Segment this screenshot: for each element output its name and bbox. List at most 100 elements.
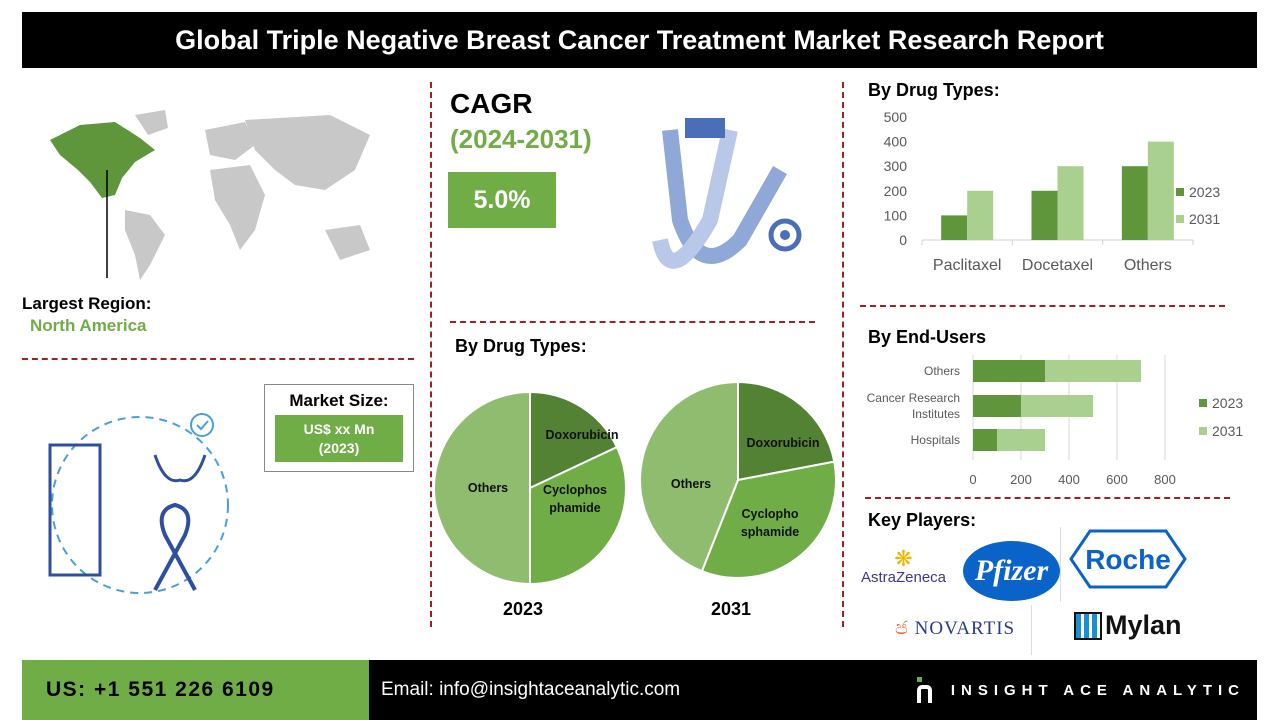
divider (450, 321, 815, 323)
bar-2031 (1021, 395, 1093, 417)
end-users-bar-chart: 0 200 400 600 800 Others Cancer Research Instit… (867, 355, 1243, 487)
brand: INSIGHT ACE ANALYTIC (916, 660, 1245, 720)
breast-exam-icon (48, 413, 229, 594)
novartis-logo: ජ NOVARTIS (895, 618, 1016, 639)
largest-region-value: North America (30, 316, 147, 335)
bar-2031 (1057, 166, 1084, 240)
pie-label: Doxorubicin (546, 428, 619, 442)
legend-label: 2031 (1212, 423, 1243, 439)
page-title: Global Triple Negative Breast Cancer Tre… (22, 12, 1257, 68)
divider (1031, 605, 1032, 655)
pie-label: Cyclophos (543, 483, 607, 497)
cagr-label: CAGR (450, 88, 533, 119)
legend-swatch (1176, 215, 1184, 223)
bar-2031 (997, 429, 1045, 451)
australia (325, 225, 370, 260)
x-tick-label: Docetaxel (1022, 257, 1093, 274)
roche-logo: Roche (1069, 529, 1187, 589)
end-users-title: By End-Users (868, 327, 987, 347)
astrazeneca-logo: ❋ AstraZeneca (856, 546, 951, 587)
pie-section-title: By Drug Types: (455, 336, 587, 356)
legend-swatch (1199, 399, 1207, 407)
legend-swatch (1199, 427, 1207, 435)
pie-slice-others (433, 390, 531, 586)
bar-2023 (973, 429, 997, 451)
y-tick-label: Cancer Research (867, 391, 960, 405)
footer-bar: Email: info@insightaceanalytic.com INSIG… (369, 660, 1257, 720)
cagr-period: (2024-2031) (450, 124, 592, 154)
pie-label: sphamide (741, 525, 799, 539)
pie-label: Others (468, 481, 508, 495)
legend-label: 2031 (1189, 211, 1220, 227)
pie-slice-cyclophos-phamide (529, 445, 627, 586)
bar-2023 (1031, 190, 1058, 240)
bar-2031 (1147, 141, 1174, 240)
x-tick-label: Paclitaxel (933, 257, 1001, 274)
footer-email[interactable]: Email: info@insightaceanalytic.com (381, 679, 681, 700)
bar-2023 (973, 360, 1045, 382)
drug-type-pie-charts: DoxorubicinCyclophosphamideOthers2023Dox… (433, 380, 837, 619)
x-tick-label: 0 (969, 472, 976, 487)
x-tick-label: 800 (1154, 472, 1176, 487)
drug-type-bar-chart: 0 100 200 300 400 500 Paclitaxel Docetaxel Other… (884, 109, 1221, 274)
y-tick-label: Institutes (912, 407, 960, 421)
y-tick-label: 100 (884, 207, 908, 223)
astrazeneca-symbol-icon: ❋ (894, 546, 913, 571)
market-size-value: US$ xx Mn (2023) (275, 415, 403, 462)
divider (1060, 527, 1061, 602)
mylan-logo: Mylan (1074, 610, 1182, 641)
key-players-title: Key Players: (868, 510, 977, 530)
market-size-box: Market Size: US$ xx Mn (2023) (264, 384, 414, 472)
novartis-flame-icon: ජ (895, 618, 909, 639)
y-tick-label: 500 (884, 109, 908, 125)
y-tick-label: 400 (884, 134, 908, 150)
svg-text:Roche: Roche (1085, 544, 1171, 575)
y-tick-label: 200 (884, 183, 908, 199)
legend-swatch (1176, 188, 1184, 196)
market-size-amount: US$ xx Mn (303, 421, 375, 437)
bar-2023 (941, 215, 968, 240)
bar-2023 (1121, 166, 1148, 240)
bar-2031 (967, 190, 994, 240)
pie-label: Others (671, 477, 711, 491)
bar-2023 (973, 395, 1021, 417)
bar-2031 (1045, 360, 1141, 382)
pie-label: Cyclopho (742, 507, 799, 521)
divider (842, 82, 844, 627)
cagr-value: 5.0% (448, 172, 556, 228)
divider (865, 497, 1230, 499)
x-tick-label: 400 (1058, 472, 1080, 487)
north-america (50, 122, 155, 198)
pie-label: phamide (549, 501, 600, 515)
market-size-label: Market Size: (289, 391, 389, 410)
legend-label: 2023 (1212, 395, 1243, 411)
pie-year-label: 2023 (503, 599, 543, 619)
africa (210, 165, 265, 250)
asia (245, 115, 370, 190)
x-tick-label: 600 (1106, 472, 1128, 487)
stethoscope-ribbon-icon (652, 118, 802, 269)
pfizer-logo: Pfizer (963, 541, 1060, 601)
x-tick-label: 200 (1010, 472, 1032, 487)
mylan-symbol-icon (1074, 611, 1102, 640)
divider (860, 305, 1225, 307)
pie-slice-doxorubicin (737, 380, 836, 482)
market-size-year: (2023) (318, 440, 360, 456)
europe (205, 122, 255, 160)
y-tick-label: 300 (884, 158, 908, 174)
y-tick-label: 0 (899, 232, 907, 248)
y-tick-label: Hospitals (911, 433, 960, 447)
pie-label: Doxorubicin (747, 436, 820, 450)
divider (430, 82, 432, 627)
pie-slice-cyclopho-sphamide (700, 460, 837, 579)
pie-slice-doxorubicin (529, 390, 619, 490)
brand-logo-icon (916, 677, 933, 703)
south-america (125, 210, 165, 280)
largest-region-label: Largest Region: (22, 294, 152, 313)
x-tick-label: Others (1124, 257, 1172, 274)
world-map (50, 110, 370, 280)
pie-year-label: 2031 (711, 599, 751, 619)
y-tick-label: Others (924, 364, 960, 378)
pie-slice-others (639, 380, 739, 573)
greenland (135, 110, 168, 135)
